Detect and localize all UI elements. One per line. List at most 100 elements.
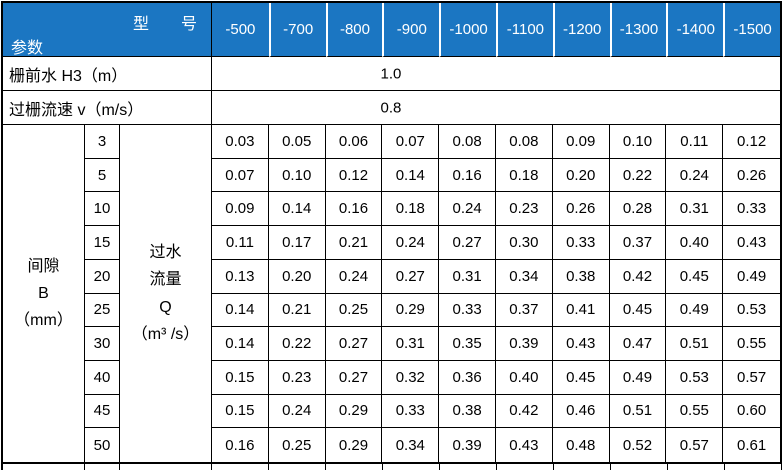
- flow-value-cell: 0.52: [610, 428, 667, 462]
- flow-value-cell: 0.09: [552, 125, 610, 159]
- flow-value-cell: 0.46: [552, 394, 610, 429]
- flow-value-cell: 0.17: [268, 226, 326, 260]
- gap-header-line1: 间隙: [27, 257, 60, 275]
- cutoff-row-cell: [611, 464, 668, 470]
- flow-value-cell: 0.45: [552, 360, 610, 395]
- flow-value-cell: 0.42: [495, 394, 553, 429]
- gap-value-cell: 50: [85, 428, 120, 462]
- flow-value-cell: 0.33: [439, 293, 496, 328]
- flow-value-cell: 0.24: [666, 158, 724, 193]
- flow-value-cell: 0.34: [382, 428, 440, 462]
- gap-value-cell: 20: [85, 259, 120, 294]
- flow-value-cell: 0.38: [552, 259, 610, 294]
- flow-value-cell: 0.16: [439, 158, 496, 193]
- flow-value-cell: 0.16: [212, 428, 269, 462]
- flow-value-cell: 0.35: [439, 327, 496, 361]
- flow-value-cell: 0.15: [212, 394, 269, 429]
- gap-header-line3: （mm）: [14, 312, 73, 330]
- model-header-500: -500: [212, 3, 269, 57]
- flow-value-cell: 0.11: [666, 125, 724, 159]
- flow-value-cell: 0.22: [268, 327, 326, 361]
- flow-value-cell: 0.33: [723, 192, 780, 227]
- flow-value-cell: 0.31: [439, 259, 496, 294]
- cutoff-row-cell: [725, 464, 782, 470]
- cutoff-row-cell: [383, 464, 440, 470]
- flow-value-cell: 0.38: [439, 394, 496, 429]
- flow-value-cell: 0.32: [382, 360, 440, 395]
- flow-value-cell: 0.39: [495, 327, 553, 361]
- row-value-water-depth: 1.0: [212, 57, 780, 91]
- flow-value-cell: 0.18: [382, 192, 440, 227]
- flow-value-cell: 0.34: [495, 259, 553, 294]
- corner-model-label: 型 号: [132, 16, 197, 33]
- flow-value-cell: 0.41: [552, 293, 610, 328]
- flow-value-cell: 0.26: [552, 192, 610, 227]
- flow-value-cell: 0.21: [268, 293, 326, 328]
- flow-value-cell: 0.06: [325, 125, 383, 159]
- flow-value-cell: 0.30: [495, 226, 553, 260]
- flow-value-cell: 0.28: [609, 192, 667, 227]
- gap-value-cell: 45: [85, 394, 120, 429]
- flow-value-cell: 0.11: [212, 226, 269, 260]
- gap-value-cell: 30: [85, 327, 120, 361]
- flow-value-cell: 0.21: [325, 226, 383, 260]
- flow-header-line2: 流量: [149, 271, 182, 289]
- flow-value-cell: 0.57: [666, 428, 724, 462]
- flow-value-cell: 0.10: [268, 158, 326, 193]
- cutoff-row-cell: [85, 464, 120, 470]
- flow-value-cell: 0.27: [382, 259, 440, 294]
- flow-value-cell: 0.12: [325, 158, 383, 193]
- flow-value-cell: 0.20: [552, 158, 610, 193]
- flow-value-cell: 0.07: [212, 158, 269, 193]
- gap-value-cell: 15: [85, 226, 120, 260]
- flow-value-cell: 0.24: [382, 226, 440, 260]
- gap-header-line2: B: [38, 284, 49, 302]
- flow-value-cell: 0.16: [325, 192, 383, 227]
- flow-quantity-header: 过水 流量 Q （m³ /s）: [120, 125, 212, 462]
- flow-value-cell: 0.24: [325, 259, 383, 294]
- flow-value-cell: 0.14: [382, 158, 440, 193]
- flow-value-cell: 0.08: [495, 125, 553, 159]
- gap-value-cell: 5: [85, 158, 120, 193]
- flow-value-cell: 0.15: [212, 360, 269, 395]
- flow-value-cell: 0.45: [666, 259, 724, 294]
- flow-value-cell: 0.31: [382, 327, 440, 361]
- flow-header-line4: （m³ /s）: [131, 325, 200, 343]
- flow-value-cell: 0.43: [552, 327, 610, 361]
- model-header-1200: -1200: [552, 3, 610, 57]
- gap-value-cell: 25: [85, 293, 120, 328]
- flow-value-cell: 0.08: [439, 125, 496, 159]
- flow-value-cell: 0.14: [212, 293, 269, 328]
- cutoff-next-row: [1, 464, 782, 470]
- flow-value-cell: 0.60: [723, 395, 780, 429]
- flow-value-cell: 0.09: [212, 192, 269, 227]
- model-header-1400: -1400: [666, 3, 724, 57]
- flow-header-line3: Q: [159, 298, 172, 316]
- flow-value-cell: 0.24: [439, 192, 496, 227]
- flow-value-cell: 0.43: [723, 226, 780, 260]
- spec-table: 型 号 参数 栅前水 H3（m） 1.0 过栅流速 v（m/s） 0.8 间隙 …: [1, 1, 782, 464]
- cutoff-row-cell: [440, 464, 497, 470]
- flow-value-cell: 0.49: [723, 260, 780, 294]
- model-header-1500: -1500: [723, 3, 780, 57]
- flow-value-cell: 0.27: [325, 327, 383, 361]
- flow-value-cell: 0.53: [723, 294, 780, 328]
- flow-value-cell: 0.49: [609, 360, 667, 395]
- flow-value-cell: 0.07: [382, 125, 440, 159]
- flow-velocity-value: 0.8: [380, 99, 402, 116]
- flow-value-cell: 0.25: [269, 428, 326, 462]
- flow-value-cell: 0.40: [666, 226, 724, 260]
- flow-value-cell: 0.22: [609, 158, 667, 193]
- corner-header-cell: 型 号 参数: [3, 3, 212, 57]
- flow-value-cell: 0.13: [212, 259, 269, 294]
- flow-value-cell: 0.51: [609, 394, 667, 429]
- flow-header-line1: 过水: [149, 244, 182, 262]
- flow-value-cell: 0.49: [666, 293, 724, 328]
- flow-value-cell: 0.48: [553, 428, 610, 462]
- flow-value-cell: 0.29: [325, 394, 383, 429]
- flow-value-cell: 0.10: [609, 125, 667, 159]
- model-header-1000: -1000: [439, 3, 496, 57]
- flow-value-cell: 0.37: [609, 226, 667, 260]
- flow-value-cell: 0.24: [268, 394, 326, 429]
- model-header-1300: -1300: [609, 3, 667, 57]
